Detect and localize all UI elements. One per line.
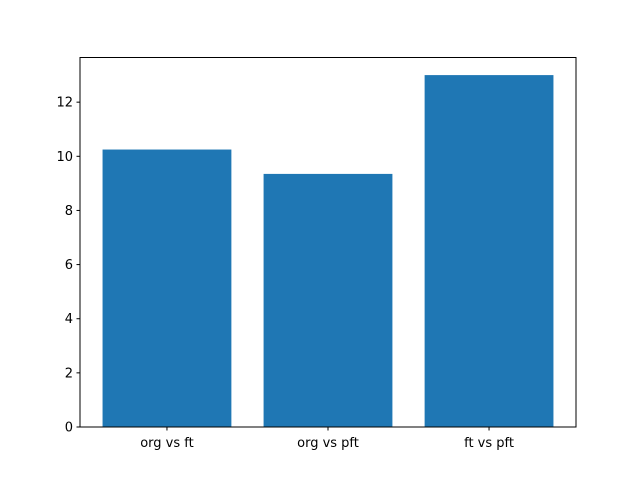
x-tick-label: org vs ft bbox=[140, 436, 194, 451]
y-tick-label: 8 bbox=[65, 204, 73, 219]
y-tick-label: 0 bbox=[65, 421, 73, 436]
bar-org-vs-pft bbox=[263, 173, 393, 427]
x-tick-label: ft vs pft bbox=[464, 436, 514, 451]
y-tick-label: 12 bbox=[56, 96, 73, 111]
bar-ft-vs-pft bbox=[424, 75, 554, 427]
y-tick-label: 6 bbox=[65, 258, 73, 273]
y-tick-label: 2 bbox=[65, 366, 73, 381]
bar-org-vs-ft bbox=[102, 149, 232, 428]
y-tick-label: 10 bbox=[56, 150, 73, 165]
y-tick-label: 4 bbox=[65, 312, 73, 327]
x-tick-label: org vs pft bbox=[297, 436, 359, 451]
